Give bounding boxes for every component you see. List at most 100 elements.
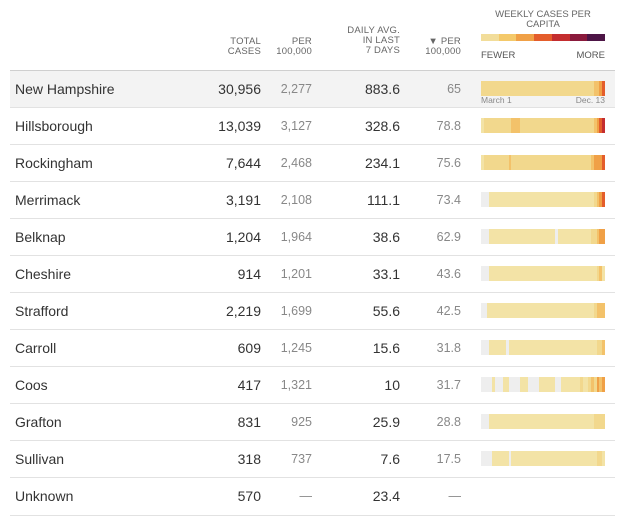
header-daily-avg[interactable]: DAILY AVG. IN LAST 7 DAYS [347, 25, 400, 56]
spark-week-bar [519, 81, 523, 96]
spark-week-bar [571, 155, 576, 170]
spark-week-bar [516, 377, 520, 392]
spark-week-bar [505, 303, 509, 318]
spark-week-bar [602, 155, 606, 170]
county-row[interactable]: Cheshire 914 1,201 33.1 43.6 [10, 255, 615, 293]
spark-week-bar [580, 81, 584, 96]
spark-week-bar [541, 192, 545, 207]
spark-week-bar [525, 118, 529, 133]
spark-week-bar [522, 266, 526, 281]
spark-week-bar [494, 303, 498, 318]
county-row[interactable]: Merrimack 3,191 2,108 111.1 73.4 [10, 181, 615, 219]
spark-week-bar [552, 155, 556, 170]
spark-week-bar [481, 414, 485, 429]
spark-week-bar [580, 451, 584, 466]
spark-week-bar [522, 192, 526, 207]
spark-week-bar [552, 192, 556, 207]
spark-week-bar [571, 266, 576, 281]
spark-week-bar [525, 303, 529, 318]
spark-week-bar [492, 414, 496, 429]
county-row[interactable]: Grafton 831 925 25.9 28.8 [10, 403, 615, 441]
total-cases: 570 [237, 488, 261, 504]
spark-week-bar [519, 340, 523, 355]
spark-week-bar [497, 118, 501, 133]
spark-week-bar [483, 229, 487, 244]
spark-week-bar [552, 451, 556, 466]
spark-week-bar [497, 414, 501, 429]
spark-week-bar [563, 414, 567, 429]
spark-week-bar [558, 155, 562, 170]
spark-week-bar [566, 155, 570, 170]
spark-week-bar [560, 414, 565, 429]
state-row[interactable]: New Hampshire 30,956 2,277 883.6 65 March 1 De… [10, 70, 615, 108]
spark-week-bar [591, 377, 595, 392]
county-row[interactable]: Hillsborough 13,039 3,127 328.6 78.8 [10, 107, 615, 145]
spark-week-bar [497, 266, 501, 281]
spark-week-bar [536, 414, 540, 429]
spark-week-bar [530, 303, 534, 318]
spark-week-bar [599, 81, 603, 96]
header-per-100k-sorted[interactable]: ▼ PER 100,000 [425, 36, 461, 57]
county-row[interactable]: Sullivan 318 737 7.6 17.5 [10, 440, 615, 478]
spark-week-bar [596, 118, 600, 133]
spark-week-bar [500, 266, 504, 281]
spark-week-bar [489, 377, 493, 392]
spark-week-bar [549, 81, 554, 96]
spark-week-bar [582, 229, 587, 244]
spark-week-bar [511, 340, 515, 355]
spark-week-bar [481, 155, 485, 170]
spark-week-bar [511, 118, 515, 133]
spark-week-bar [486, 451, 490, 466]
spark-week-bar [574, 303, 578, 318]
spark-week-bar [522, 340, 526, 355]
spark-week-bar [602, 266, 606, 281]
spark-week-bar [536, 229, 540, 244]
county-row[interactable]: Strafford 2,219 1,699 55.6 42.5 [10, 292, 615, 330]
spark-week-bar [489, 451, 493, 466]
spark-week-bar [492, 451, 496, 466]
spark-week-bar [544, 377, 548, 392]
spark-week-bar [574, 192, 578, 207]
header-total-cases[interactable]: TOTAL CASES [227, 36, 261, 57]
spark-week-bar [486, 118, 490, 133]
axis-end-label: Dec. 13 [575, 95, 605, 105]
spark-week-bar [486, 303, 490, 318]
cases-per-100k: 1,321 [280, 378, 312, 392]
spark-week-bar [483, 266, 487, 281]
county-row[interactable]: Carroll 609 1,245 15.6 31.8 [10, 329, 615, 367]
spark-week-bar [505, 192, 509, 207]
spark-week-bar [525, 266, 529, 281]
spark-week-bar [533, 118, 537, 133]
spark-week-bar [552, 229, 556, 244]
spark-week-bar [481, 451, 485, 466]
spark-week-bar [580, 118, 584, 133]
cases-per-100k: 925 [291, 415, 312, 429]
spark-week-bar [494, 451, 498, 466]
spark-week-bar [541, 414, 545, 429]
spark-week-bar [514, 155, 518, 170]
weekly-cases-sparkline [481, 266, 606, 281]
spark-week-bar [527, 377, 531, 392]
spark-week-bar [571, 118, 576, 133]
spark-week-bar [563, 118, 567, 133]
county-name: Strafford [15, 303, 69, 319]
spark-week-bar [582, 118, 587, 133]
spark-week-bar [538, 377, 542, 392]
county-row[interactable]: Rockingham 7,644 2,468 234.1 75.6 [10, 144, 615, 182]
spark-week-bar [585, 377, 589, 392]
spark-week-bar [494, 266, 498, 281]
county-row[interactable]: Coos 417 1,321 10 31.7 [10, 366, 615, 404]
daily-average: 111.1 [367, 192, 400, 208]
legend-title: WEEKLY CASES PER CAPITA [495, 9, 591, 30]
spark-week-bar [525, 340, 529, 355]
spark-week-bar [588, 81, 592, 96]
county-row[interactable]: Belknap 1,204 1,964 38.6 62.9 [10, 218, 615, 256]
spark-week-bar [522, 81, 526, 96]
spark-week-bar [503, 340, 507, 355]
county-name: Hillsborough [15, 118, 93, 134]
header-per-100k[interactable]: PER 100,000 [276, 36, 312, 57]
spark-week-bar [511, 303, 515, 318]
spark-week-bar [558, 229, 562, 244]
spark-week-bar [547, 414, 551, 429]
county-row[interactable]: Unknown 570 — 23.4 — [10, 477, 615, 516]
